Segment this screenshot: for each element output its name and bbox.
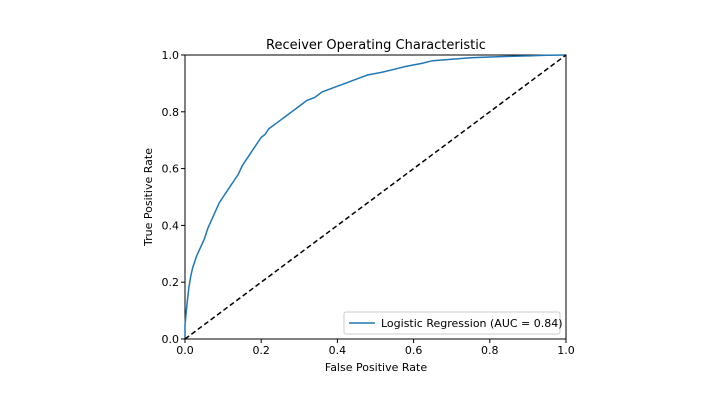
y-tick-label: 0.6 — [162, 163, 180, 176]
x-tick-label: 0.6 — [405, 344, 423, 357]
legend: Logistic Regression (AUC = 0.84) — [343, 311, 563, 335]
legend-box — [343, 311, 561, 335]
y-tick-label: 0.0 — [162, 333, 180, 346]
roc-curve-line — [184, 54, 567, 339]
x-tick-label: 0.8 — [481, 344, 499, 357]
x-axis-label: False Positive Rate — [325, 361, 427, 374]
x-tick-label: 0.2 — [252, 344, 270, 357]
x-tick-label: 0.4 — [329, 344, 347, 357]
y-axis-label: True Positive Rate — [142, 148, 155, 247]
y-tick-label: 0.2 — [162, 276, 180, 289]
x-tick-label: 1.0 — [557, 344, 575, 357]
series-layer — [184, 54, 567, 340]
x-axis: 0.0 0.2 0.4 0.6 0.8 1.0 — [176, 339, 575, 357]
chance-diagonal-line — [184, 54, 567, 340]
legend-label-logistic-regression: Logistic Regression (AUC = 0.84) — [381, 317, 563, 330]
y-tick-label: 1.0 — [162, 49, 180, 62]
y-tick-label: 0.4 — [162, 219, 180, 232]
y-axis: 0.0 0.2 0.4 0.6 0.8 1.0 — [162, 49, 185, 346]
chart-title: Receiver Operating Characteristic — [266, 38, 486, 53]
plot-frame — [184, 54, 567, 340]
y-tick-label: 0.8 — [162, 106, 180, 119]
x-tick-label: 0.0 — [176, 344, 194, 357]
plot-area — [184, 54, 567, 340]
